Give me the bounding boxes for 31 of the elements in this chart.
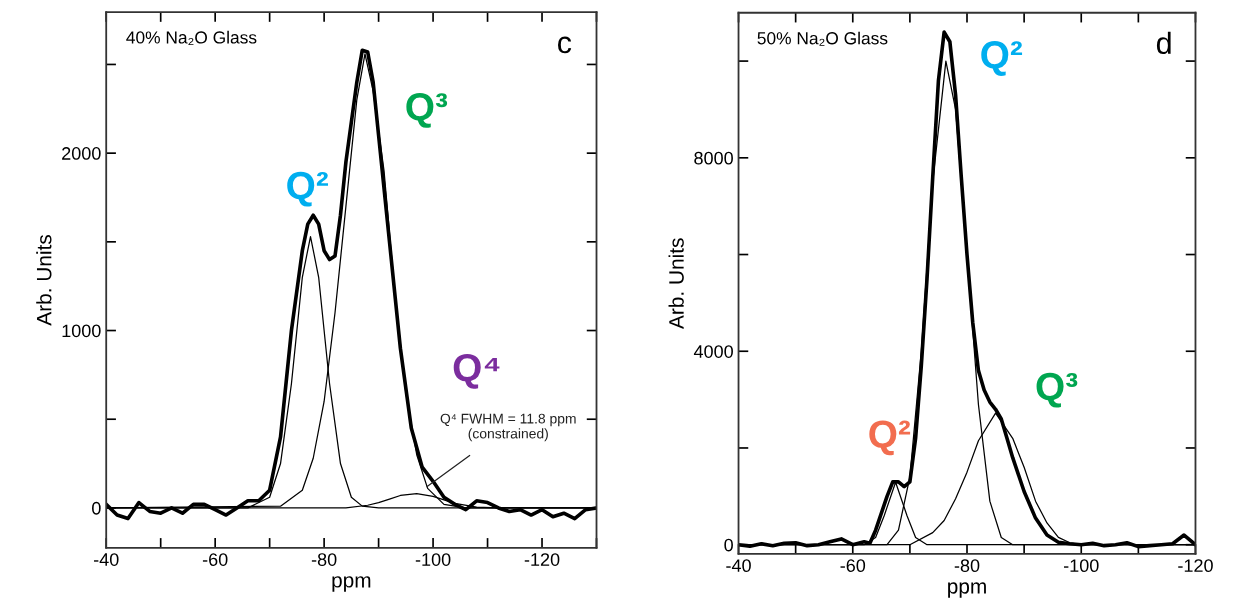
x-tick-label: -80	[311, 553, 337, 566]
y-tick-label: 0	[92, 501, 101, 515]
annotation: Q²	[287, 171, 329, 207]
x-tick-label: -60	[840, 559, 866, 573]
annotation: Q³	[406, 93, 448, 128]
x-tick-label: -80	[954, 559, 980, 573]
annotation: Q²	[869, 420, 911, 456]
x-tick-label: -60	[202, 553, 228, 566]
x-tick-label: -100	[1063, 559, 1099, 573]
x-tick-label: -40	[726, 559, 751, 573]
x-axis-title: ppm	[948, 582, 986, 598]
annotation: Q³	[1036, 372, 1078, 408]
text: 50% Na₂O Glass	[757, 31, 888, 46]
annotation: Q⁴	[453, 353, 500, 389]
y-tick-label: 2000	[62, 147, 101, 160]
annotation: Q²	[981, 41, 1023, 76]
x-axis-title: ppm	[332, 576, 371, 592]
annotation: d	[1156, 31, 1171, 55]
y-tick-label: 0	[724, 538, 733, 552]
annotation: c	[558, 36, 572, 54]
x-tick-label: -120	[1178, 559, 1213, 573]
annotation: Q⁴ FWHM = 11.8 ppm (constrained)	[440, 413, 576, 442]
x-tick-label: -100	[415, 553, 451, 566]
y-axis-title: Arb. Units	[36, 234, 52, 326]
y-tick-label: 8000	[694, 151, 733, 165]
text: 40% Na₂O Glass	[126, 30, 257, 45]
y-axis-title: Arb. Units	[668, 238, 684, 329]
x-tick-label: -120	[524, 553, 560, 566]
y-tick-label: 1000	[62, 324, 101, 338]
x-tick-label: -40	[93, 553, 119, 566]
y-tick-label: 4000	[693, 345, 733, 358]
